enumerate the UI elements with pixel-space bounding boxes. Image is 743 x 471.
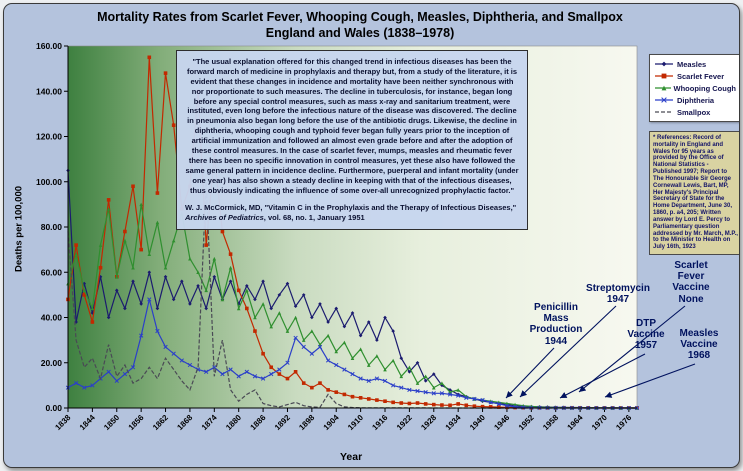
legend-label: Measles	[677, 59, 707, 69]
svg-text:100.00: 100.00	[36, 177, 62, 187]
legend-item-whooping-cough: Whooping Cough	[654, 82, 736, 94]
svg-text:1880: 1880	[224, 413, 243, 432]
svg-text:1904: 1904	[322, 413, 341, 432]
y-axis-title: Deaths per 100,000	[13, 185, 25, 273]
svg-text:160.00: 160.00	[36, 41, 62, 51]
legend-item-scarlet-fever: Scarlet Fever	[654, 70, 736, 82]
annotation-arrow-measles-vaccine	[604, 363, 696, 398]
legend-label: Smallpox	[677, 107, 711, 117]
svg-text:1916: 1916	[370, 413, 389, 432]
svg-text:1838: 1838	[53, 413, 72, 432]
svg-text:1910: 1910	[346, 413, 365, 432]
quote-text: "The usual explanation offered for this …	[185, 57, 519, 195]
svg-text:1862: 1862	[151, 413, 170, 432]
svg-text:20.00: 20.00	[41, 358, 63, 368]
references-box: * References: Record of mortality in Eng…	[649, 131, 739, 256]
svg-text:1970: 1970	[590, 413, 609, 432]
legend: Measles Scarlet Fever Whooping Cough Diphth…	[649, 54, 739, 122]
annotation-streptomycin: Streptomycin 1947	[586, 283, 650, 306]
svg-text:1856: 1856	[127, 413, 146, 432]
annotation-measles-vaccine: Measles Vaccine 1968	[679, 328, 719, 362]
annotation-arrow-scarlet-fever-vaccine	[578, 305, 686, 393]
legend-item-smallpox: Smallpox	[654, 106, 736, 118]
legend-label: Whooping Cough	[673, 83, 736, 93]
svg-text:1850: 1850	[102, 413, 121, 432]
x-axis-title: Year	[340, 451, 363, 463]
svg-text:1958: 1958	[541, 413, 560, 432]
svg-text:1868: 1868	[175, 413, 194, 432]
svg-text:1946: 1946	[492, 413, 511, 432]
svg-text:1928: 1928	[419, 413, 438, 432]
annotation-arrow-penicillin	[505, 347, 555, 399]
annotation-arrow-streptomycin	[519, 305, 617, 398]
svg-text:1940: 1940	[468, 413, 487, 432]
legend-label: Diphtheria	[677, 95, 715, 105]
legend-label: Scarlet Fever	[677, 71, 725, 81]
svg-text:60.00: 60.00	[41, 267, 63, 277]
svg-text:40.00: 40.00	[41, 313, 63, 323]
legend-marker-icon	[655, 61, 673, 67]
svg-text:1898: 1898	[297, 413, 316, 432]
quote-attribution-pre: W. J. McCormick, MD, "Vitamin C in the P…	[185, 203, 517, 213]
chart-title: Mortality Rates from Scarlet Fever, Whoo…	[4, 10, 716, 40]
svg-text:140.00: 140.00	[36, 86, 62, 96]
svg-text:1934: 1934	[444, 413, 463, 432]
y-axis-labels: 160.00 140.00 120.00 100.00 80.00 60.00 40.00 2…	[36, 41, 68, 413]
svg-text:1976: 1976	[614, 413, 633, 432]
x-axis-labels: 1838 1844 1850 1856 1862 1868 1874 1880 1886 1892…	[53, 408, 634, 432]
svg-text:1964: 1964	[566, 413, 585, 432]
svg-text:1892: 1892	[273, 413, 292, 432]
legend-marker-icon	[655, 73, 673, 79]
svg-text:1952: 1952	[517, 413, 536, 432]
legend-marker-icon	[655, 97, 673, 103]
svg-text:1844: 1844	[78, 413, 97, 432]
annotation-arrow-dtp	[559, 353, 646, 399]
svg-text:0.00: 0.00	[45, 403, 62, 413]
svg-text:80.00: 80.00	[41, 222, 63, 232]
legend-item-measles: Measles	[654, 58, 736, 70]
svg-text:1874: 1874	[200, 413, 219, 432]
legend-item-diphtheria: Diphtheria	[654, 94, 736, 106]
svg-text:1886: 1886	[249, 413, 268, 432]
chart-title-line2: England and Wales (1838–1978)	[265, 26, 455, 40]
quote-attribution: W. J. McCormick, MD, "Vitamin C in the P…	[185, 203, 519, 223]
quote-attribution-journal: Archives of Pediatrics	[185, 213, 264, 223]
annotation-penicillin: Penicillin Mass Production 1944	[529, 302, 583, 347]
quote-box: "The usual explanation offered for this …	[176, 50, 528, 230]
annotation-dtp: DTP Vaccine 1957	[627, 318, 665, 352]
svg-text:1922: 1922	[395, 413, 414, 432]
quote-attribution-post: , vol. 68, no. 1, January 1951	[263, 213, 365, 223]
svg-text:120.00: 120.00	[36, 132, 62, 142]
chart-card: 160.00 140.00 120.00 100.00 80.00 60.00 40.00 2…	[3, 3, 740, 468]
chart-title-line1: Mortality Rates from Scarlet Fever, Whoo…	[97, 10, 623, 24]
annotation-scarlet-fever-vaccine: Scarlet Fever Vaccine None	[672, 260, 710, 305]
legend-marker-icon	[655, 111, 673, 113]
legend-marker-icon	[655, 85, 671, 91]
